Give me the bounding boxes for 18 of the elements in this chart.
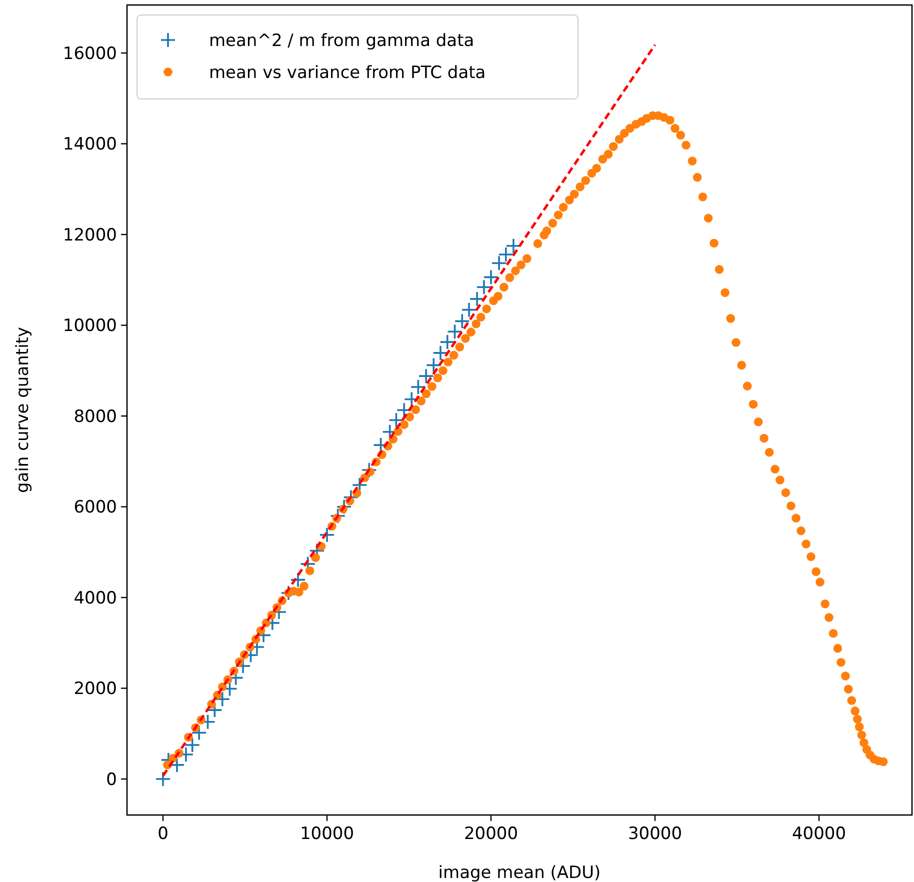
y-tick-label: 6000 — [74, 498, 117, 518]
y-tick-label: 16000 — [62, 44, 117, 64]
x-tick-label: 40000 — [792, 824, 846, 844]
y-tick-label: 8000 — [74, 406, 117, 427]
x-tick-label: 0 — [158, 824, 168, 844]
legend-label: mean vs variance from PTC data — [209, 62, 486, 83]
x-tick-label: 30000 — [628, 824, 682, 844]
y-axis-title: gain curve quantity — [13, 326, 33, 494]
y-tick-label: 14000 — [62, 134, 117, 155]
y-tick-label: 2000 — [74, 679, 117, 700]
x-tick-label: 10000 — [300, 824, 354, 844]
y-tick-label: 4000 — [74, 588, 117, 608]
y-tick-label: 10000 — [62, 316, 117, 336]
y-tick-label: 12000 — [62, 225, 117, 246]
legend-label: mean^2 / m from gamma data — [209, 30, 474, 51]
x-tick-label: 20000 — [464, 824, 518, 844]
y-tick-label: 0 — [106, 770, 117, 790]
x-axis-title: image mean (ADU) — [438, 863, 601, 882]
